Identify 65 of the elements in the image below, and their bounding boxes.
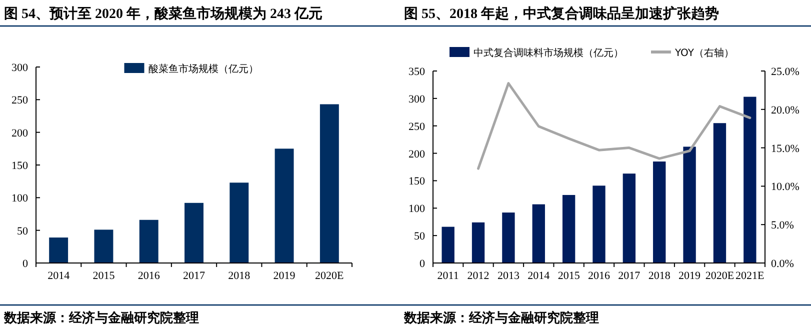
bar [502,212,515,263]
x-tick-label: 2014 [528,270,550,282]
y-tick-label: 300 [408,93,426,106]
bar [622,174,636,263]
y-tick-label: 100 [408,203,426,216]
x-tick-label: 2016 [588,270,610,282]
x-tick-label: 2020E [315,270,344,282]
bar [274,148,294,263]
bar [713,123,726,263]
y-tick-label: 50 [17,225,28,238]
x-tick-label: 2016 [138,270,160,282]
bar [653,162,666,263]
y-tick-label: 100 [12,192,28,205]
bar [472,222,485,263]
legend-label: 酸菜鱼市场规模（亿元） [148,63,258,75]
x-tick-label: 2017 [183,270,206,282]
y-tick-label: 250 [408,120,426,133]
legend-label: YOY（右轴） [674,47,734,59]
x-tick-label: 2012 [467,270,490,282]
y-tick-label: 150 [408,176,426,188]
bar [94,230,114,263]
x-tick-label: 2019 [273,270,296,282]
y2-tick-label: 0.0% [771,258,794,270]
x-tick-label: 2013 [497,270,520,282]
x-tick-label: 2019 [678,270,702,282]
x-tick-label: 2014 [48,270,70,282]
y-tick-label: 200 [408,148,426,160]
chart-title: 图 54、预计至 2020 年，酸菜鱼市场规模为 243 亿元 [4,5,322,22]
bar [592,186,606,263]
y-tick-label: 150 [12,160,28,172]
y2-tick-label: 10.0% [771,181,800,194]
x-tick-label: 2018 [648,270,671,282]
bar [532,204,545,263]
bar [139,220,158,263]
y-tick-label: 300 [12,62,28,74]
legend-label: 中式复合调味料市场规模（亿元） [474,47,624,59]
bar [442,226,454,263]
x-tick-label: 2018 [228,270,251,282]
y2-tick-label: 20.0% [771,104,800,116]
y-tick-label: 350 [408,66,426,78]
x-tick-label: 2011 [437,270,459,282]
bar [562,194,576,263]
x-tick-label: 2015 [558,270,580,282]
chart-title: 图 55、2018 年起，中式复合调味品呈加速扩张趋势 [404,5,719,22]
y2-tick-label: 5.0% [771,220,794,232]
y-tick-label: 0 [22,258,28,270]
x-tick-label: 2021E [736,270,765,282]
bar [744,96,756,263]
y-tick-label: 0 [420,258,426,270]
bar [230,182,249,263]
y2-tick-label: 15.0% [771,142,800,155]
bar [683,146,696,263]
x-tick-label: 2020E [705,270,734,282]
line-series [477,82,752,170]
source-note: 数据来源：经济与金融研究院整理 [403,310,599,325]
x-tick-label: 2017 [618,270,641,282]
bar [49,238,68,263]
y-tick-label: 200 [12,127,28,140]
y-tick-label: 250 [12,94,28,107]
bar [320,104,339,263]
source-note: 数据来源：经济与金融研究院整理 [3,310,199,325]
y-tick-label: 50 [414,230,426,243]
x-tick-label: 2015 [92,270,116,282]
y2-tick-label: 25.0% [771,66,800,78]
bar [184,202,204,263]
